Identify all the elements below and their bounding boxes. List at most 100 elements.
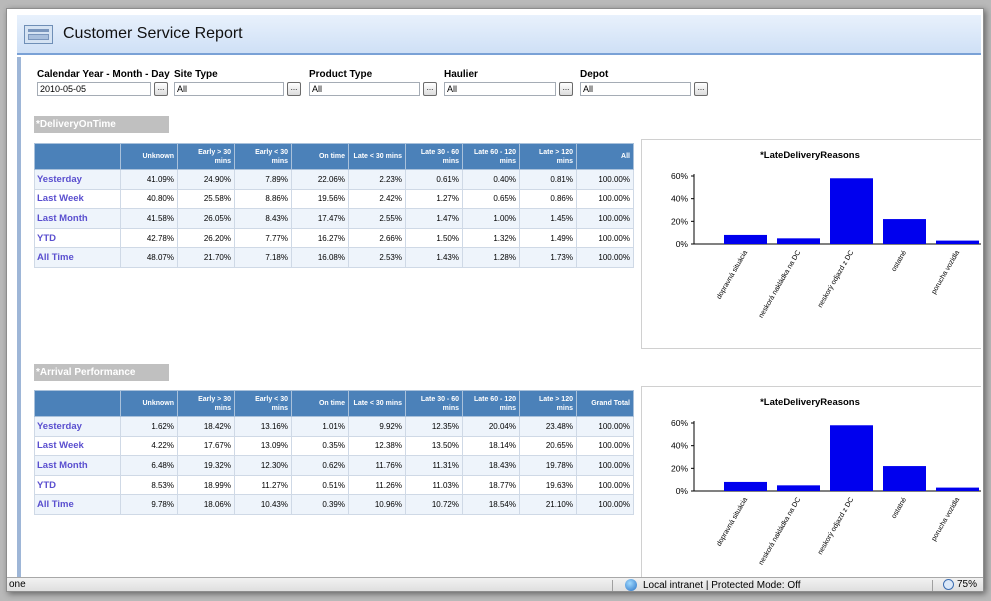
zoom-level: 75%	[957, 579, 978, 590]
table-cell: 11.27%	[234, 474, 292, 496]
table-cell: 19.63%	[519, 474, 577, 496]
zoom-control[interactable]: 75%	[943, 579, 977, 590]
product-type-input[interactable]	[309, 82, 420, 96]
table-cell: 7.77%	[234, 227, 292, 249]
column-header: Late 30 - 60 mins	[405, 143, 463, 170]
depot-picker-button[interactable]: ...	[694, 82, 708, 96]
table-cell: 18.99%	[177, 474, 235, 496]
delivery-on-time-table: Unknown Early > 30 mins Early < 30 mins On …	[34, 143, 634, 268]
column-header: Late 60 - 120 mins	[462, 390, 520, 417]
calendar-date-input[interactable]	[37, 82, 151, 96]
table-cell: 1.50%	[405, 227, 463, 249]
security-zone[interactable]: Local intranet | Protected Mode: Off	[625, 579, 801, 591]
table-cell: 26.20%	[177, 227, 235, 249]
table-cell: 100.00%	[576, 435, 634, 457]
y-tick-label: 60%	[671, 418, 688, 428]
table-cell: 42.78%	[120, 227, 178, 249]
haulier-picker-button[interactable]: ...	[559, 82, 573, 96]
row-header-link[interactable]: Yesterday	[34, 169, 121, 190]
table-row: Last Week 4.22% 17.67% 13.09% 0.35% 12.38% 13.…	[34, 435, 634, 457]
table-cell: 26.05%	[177, 208, 235, 229]
depot-input[interactable]	[580, 82, 691, 96]
table-cell: 11.31%	[405, 455, 463, 476]
table-cell: 13.09%	[234, 435, 292, 457]
table-row: Last Month 6.48% 19.32% 12.30% 0.62% 11.76% 11…	[34, 455, 634, 476]
y-tick-label: 20%	[671, 463, 688, 473]
late-delivery-reasons-chart-2: *LateDeliveryReasons 0% 20% 40% 60% dopravná …	[641, 386, 981, 577]
table-cell: 4.22%	[120, 435, 178, 457]
filter-calendar: Calendar Year - Month - Day ...	[37, 69, 170, 96]
bar	[830, 425, 873, 491]
column-header: Late 60 - 120 mins	[462, 143, 520, 170]
column-header: Grand Total	[576, 390, 634, 417]
table-cell: 1.73%	[519, 247, 577, 268]
bar	[936, 487, 979, 491]
table-cell: 10.96%	[348, 494, 406, 515]
table-cell: 1.45%	[519, 208, 577, 229]
product-type-picker-button[interactable]: ...	[423, 82, 437, 96]
x-tick-label: neskorý odjazd z DC	[817, 497, 855, 556]
column-header: On time	[291, 390, 349, 417]
column-header: Unknown	[120, 143, 178, 170]
row-header-link[interactable]: Last Week	[34, 435, 121, 457]
x-tick-label: porucha vozidla	[931, 496, 962, 542]
row-header-link[interactable]: YTD	[34, 474, 121, 496]
table-cell: 0.39%	[291, 494, 349, 515]
table-cell: 12.30%	[234, 455, 292, 476]
table-cell: 0.86%	[519, 188, 577, 210]
table-cell: 7.18%	[234, 247, 292, 268]
table-cell: 18.42%	[177, 416, 235, 437]
bar	[883, 466, 926, 491]
filter-label: Depot	[580, 69, 609, 80]
table-cell: 11.26%	[348, 474, 406, 496]
table-cell: 18.77%	[462, 474, 520, 496]
table-cell: 19.56%	[291, 188, 349, 210]
table-cell: 21.10%	[519, 494, 577, 515]
table-cell: 0.40%	[462, 169, 520, 190]
x-tick-label: ostatné	[891, 249, 909, 272]
row-header-link[interactable]: YTD	[34, 227, 121, 249]
table-cell: 2.42%	[348, 188, 406, 210]
row-header-link[interactable]: All Time	[34, 247, 121, 268]
column-header: Early > 30 mins	[177, 143, 235, 170]
table-cell: 23.48%	[519, 416, 577, 437]
table-row: Yesterday 41.09% 24.90% 7.89% 22.06% 2.23% 0.6…	[34, 169, 634, 190]
haulier-input[interactable]	[444, 82, 556, 96]
site-type-input[interactable]	[174, 82, 284, 96]
site-type-picker-button[interactable]: ...	[287, 82, 301, 96]
column-header: Late < 30 mins	[348, 143, 406, 170]
page-title: Customer Service Report	[63, 25, 243, 42]
table-cell: 18.14%	[462, 435, 520, 457]
row-header-link[interactable]: All Time	[34, 494, 121, 515]
table-cell: 2.23%	[348, 169, 406, 190]
zoom-icon	[943, 579, 954, 590]
section-title-delivery-on-time: *DeliveryOnTime	[34, 116, 169, 133]
table-cell: 10.72%	[405, 494, 463, 515]
bar	[777, 238, 820, 244]
table-cell: 1.47%	[405, 208, 463, 229]
x-tick-label: ostatné	[891, 496, 909, 519]
table-row: Last Week 40.80% 25.58% 8.86% 19.56% 2.42% 1.2…	[34, 188, 634, 210]
filter-depot: Depot ...	[580, 69, 708, 96]
chart-title: *LateDeliveryReasons	[760, 150, 860, 161]
x-tick-label: porucha vozidla	[931, 249, 962, 295]
table-row: Last Month 41.58% 26.05% 8.43% 17.47% 2.55% 1.…	[34, 208, 634, 229]
row-header-link[interactable]: Yesterday	[34, 416, 121, 437]
table-cell: 19.78%	[519, 455, 577, 476]
row-header-link[interactable]: Last Month	[34, 455, 121, 476]
column-header: Late > 120 mins	[519, 390, 577, 417]
table-cell: 2.55%	[348, 208, 406, 229]
x-tick-label: neskorý odjazd z DC	[817, 250, 855, 309]
table-cell: 1.43%	[405, 247, 463, 268]
table-cell: 8.43%	[234, 208, 292, 229]
table-cell: 1.00%	[462, 208, 520, 229]
table-cell: 0.81%	[519, 169, 577, 190]
table-cell: 20.65%	[519, 435, 577, 457]
table-cell: 1.62%	[120, 416, 178, 437]
section-title-arrival-performance: *Arrival Performance	[34, 364, 169, 381]
calendar-picker-button[interactable]: ...	[154, 82, 168, 96]
row-header-link[interactable]: Last Month	[34, 208, 121, 229]
table-cell: 16.27%	[291, 227, 349, 249]
row-header-link[interactable]: Last Week	[34, 188, 121, 210]
browser-window: Customer Service Report Calendar Year - …	[6, 8, 984, 592]
